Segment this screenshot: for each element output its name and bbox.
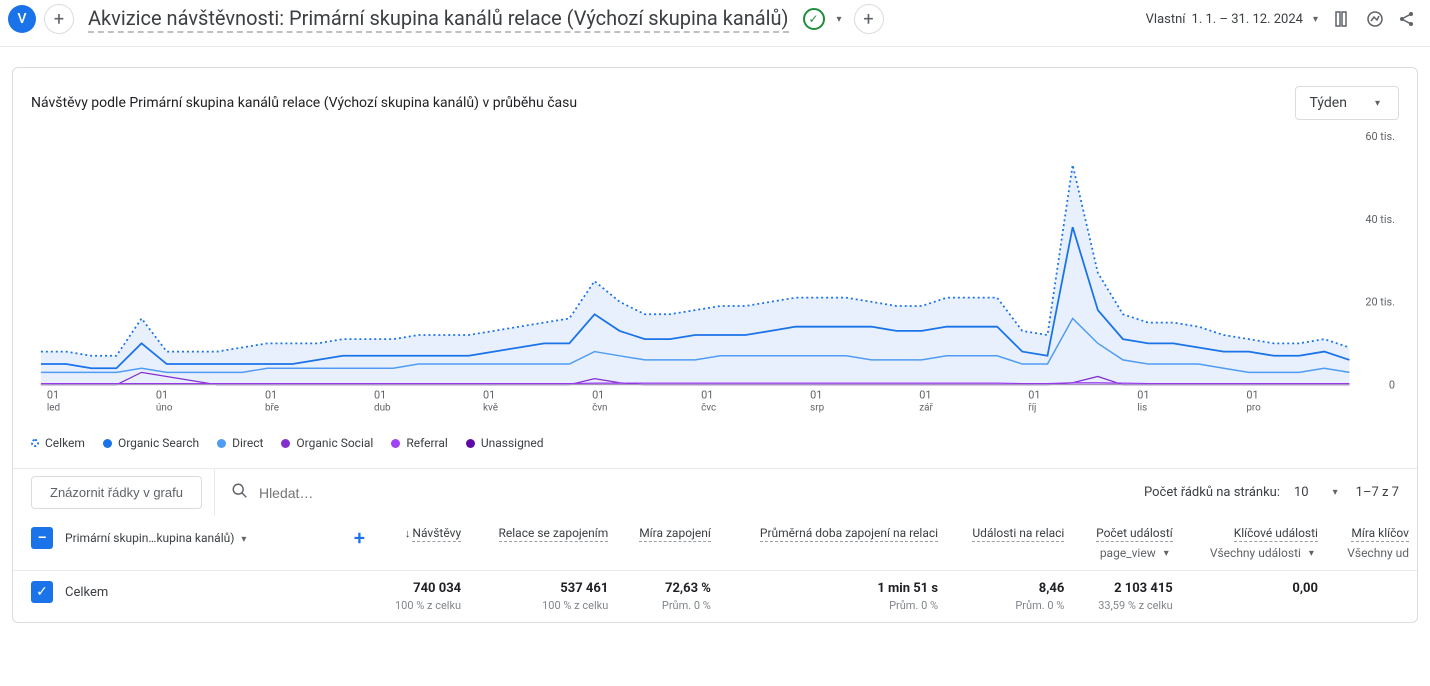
table-row-total: Celkem 740 034 100 % z celku 537 461 100 … — [13, 571, 1417, 623]
plot-rows-button[interactable]: Znázornit řádky v grafu — [31, 476, 202, 509]
granularity-value: Týden — [1310, 95, 1347, 111]
cell-value: 0,00 — [1189, 581, 1318, 596]
svg-text:01: 01 — [810, 389, 822, 402]
svg-text:01: 01 — [156, 389, 168, 402]
svg-text:zář: zář — [919, 402, 933, 413]
svg-text:01: 01 — [919, 389, 931, 402]
legend-label: Organic Social — [296, 436, 373, 450]
chart-legend: Celkem Organic Search Direct Organic Social… — [13, 424, 1417, 468]
svg-text:0: 0 — [1389, 379, 1395, 392]
granularity-select[interactable]: Týden ▾ — [1295, 86, 1399, 120]
report-card: Návštěvy podle Primární skupina kanálů r… — [12, 67, 1418, 623]
search-input[interactable] — [259, 485, 1144, 501]
column-header[interactable]: Míra klíčovVšechny ud — [1326, 516, 1417, 571]
chevron-down-icon: ▾ — [1371, 98, 1384, 109]
rows-per-page-select[interactable]: 10 ▾ — [1294, 485, 1342, 500]
legend-label: Organic Search — [118, 436, 199, 450]
share-icon[interactable] — [1396, 8, 1418, 30]
svg-text:pro: pro — [1246, 402, 1261, 413]
add-comparison-button[interactable]: + — [854, 4, 884, 34]
column-header[interactable]: Události na relaci — [946, 516, 1072, 571]
svg-text:01: 01 — [374, 389, 386, 402]
svg-text:led: led — [47, 402, 60, 413]
legend-item[interactable]: Direct — [217, 436, 263, 450]
add-dimension-button[interactable]: + — [354, 526, 365, 550]
data-table: Primární skupin…kupina kanálů) ▾ + ↓Návš… — [13, 516, 1417, 622]
date-range-value: 1. 1. – 31. 12. 2024 — [1192, 12, 1303, 27]
compare-icon[interactable] — [1332, 8, 1354, 30]
cell-subvalue: 100 % z celku — [477, 599, 608, 612]
date-range-picker[interactable]: Vlastní 1. 1. – 31. 12. 2024 ▾ — [1146, 12, 1322, 27]
title-dropdown[interactable]: ▾ — [833, 14, 846, 25]
column-header[interactable]: Průměrná doba zapojení na relaci — [719, 516, 946, 571]
svg-text:01: 01 — [1246, 389, 1258, 402]
column-header[interactable]: Relace se zapojením — [469, 516, 616, 571]
cell-subvalue: Prům. 0 % — [727, 599, 938, 612]
legend-item[interactable]: Unassigned — [466, 436, 544, 450]
svg-text:01: 01 — [483, 389, 495, 402]
svg-text:01: 01 — [1137, 389, 1149, 402]
legend-label: Direct — [232, 436, 263, 450]
legend-label: Celkem — [45, 436, 85, 450]
page-header: V + Akvizice návštěvnosti: Primární skup… — [0, 0, 1430, 47]
dimension-header[interactable]: Primární skupin…kupina kanálů) ▾ — [65, 531, 342, 545]
svg-text:40 tis.: 40 tis. — [1365, 213, 1395, 226]
insights-icon[interactable] — [1364, 8, 1386, 30]
cell-subvalue: Prům. 0 % — [624, 599, 711, 612]
page-title: Akvizice návštěvnosti: Primární skupina … — [88, 6, 789, 33]
svg-text:úno: úno — [156, 402, 173, 413]
row-label: Celkem — [65, 585, 108, 600]
svg-text:20 tis.: 20 tis. — [1365, 296, 1395, 309]
legend-item[interactable]: Organic Social — [281, 436, 373, 450]
select-all-checkbox[interactable] — [31, 527, 53, 549]
chevron-down-icon: ▾ — [1309, 14, 1322, 25]
svg-text:01: 01 — [592, 389, 604, 402]
line-chart: 020 tis.40 tis.60 tis.01led01úno01bře01d… — [13, 124, 1417, 424]
column-header[interactable]: ↓Návštěvy — [373, 516, 469, 571]
search-icon — [231, 482, 249, 504]
table-toolbar: Znázornit řádky v grafu Počet řádků na s… — [13, 468, 1417, 516]
column-header[interactable]: Míra zapojení — [616, 516, 719, 571]
legend-label: Referral — [406, 436, 448, 450]
column-header[interactable]: Klíčové událostiVšechny události ▾ — [1181, 516, 1326, 571]
rows-per-page-label: Počet řádků na stránku: — [1144, 485, 1280, 500]
svg-text:01: 01 — [47, 389, 59, 402]
svg-text:01: 01 — [265, 389, 277, 402]
legend-item[interactable]: Referral — [391, 436, 448, 450]
svg-text:bře: bře — [265, 402, 279, 413]
svg-text:01: 01 — [1028, 389, 1040, 402]
pagination-status: 1–7 z 7 — [1356, 485, 1399, 500]
cell-subvalue: 33,59 % z celku — [1080, 599, 1172, 612]
cell-subvalue: 100 % z celku — [381, 599, 461, 612]
cell-value: 2 103 415 — [1080, 581, 1172, 596]
svg-text:čvc: čvc — [701, 402, 716, 413]
legend-item[interactable]: Celkem — [31, 436, 85, 450]
add-segment-button[interactable]: + — [44, 4, 74, 34]
cell-value: 72,63 % — [624, 581, 711, 596]
row-checkbox[interactable] — [31, 581, 53, 603]
column-header[interactable]: Počet událostípage_view ▾ — [1072, 516, 1180, 571]
date-range-label: Vlastní — [1146, 12, 1186, 27]
status-ok-icon[interactable]: ✓ — [803, 8, 825, 30]
avatar[interactable]: V — [8, 5, 36, 33]
chevron-down-icon: ▾ — [1329, 487, 1342, 498]
svg-text:dub: dub — [374, 402, 391, 413]
svg-text:lis: lis — [1137, 402, 1147, 413]
svg-text:01: 01 — [701, 389, 713, 402]
legend-item[interactable]: Organic Search — [103, 436, 199, 450]
cell-subvalue: Prům. 0 % — [954, 599, 1064, 612]
chart-title: Návštěvy podle Primární skupina kanálů r… — [31, 95, 577, 111]
svg-text:60 tis.: 60 tis. — [1365, 130, 1395, 143]
legend-label: Unassigned — [481, 436, 544, 450]
cell-value: 537 461 — [477, 581, 608, 596]
svg-text:čvn: čvn — [592, 402, 607, 413]
svg-text:srp: srp — [810, 402, 824, 413]
cell-value: 8,46 — [954, 581, 1064, 596]
svg-text:říj: říj — [1028, 402, 1036, 413]
svg-text:kvě: kvě — [483, 402, 498, 413]
cell-value: 1 min 51 s — [727, 581, 938, 596]
cell-value: 740 034 — [381, 581, 461, 596]
